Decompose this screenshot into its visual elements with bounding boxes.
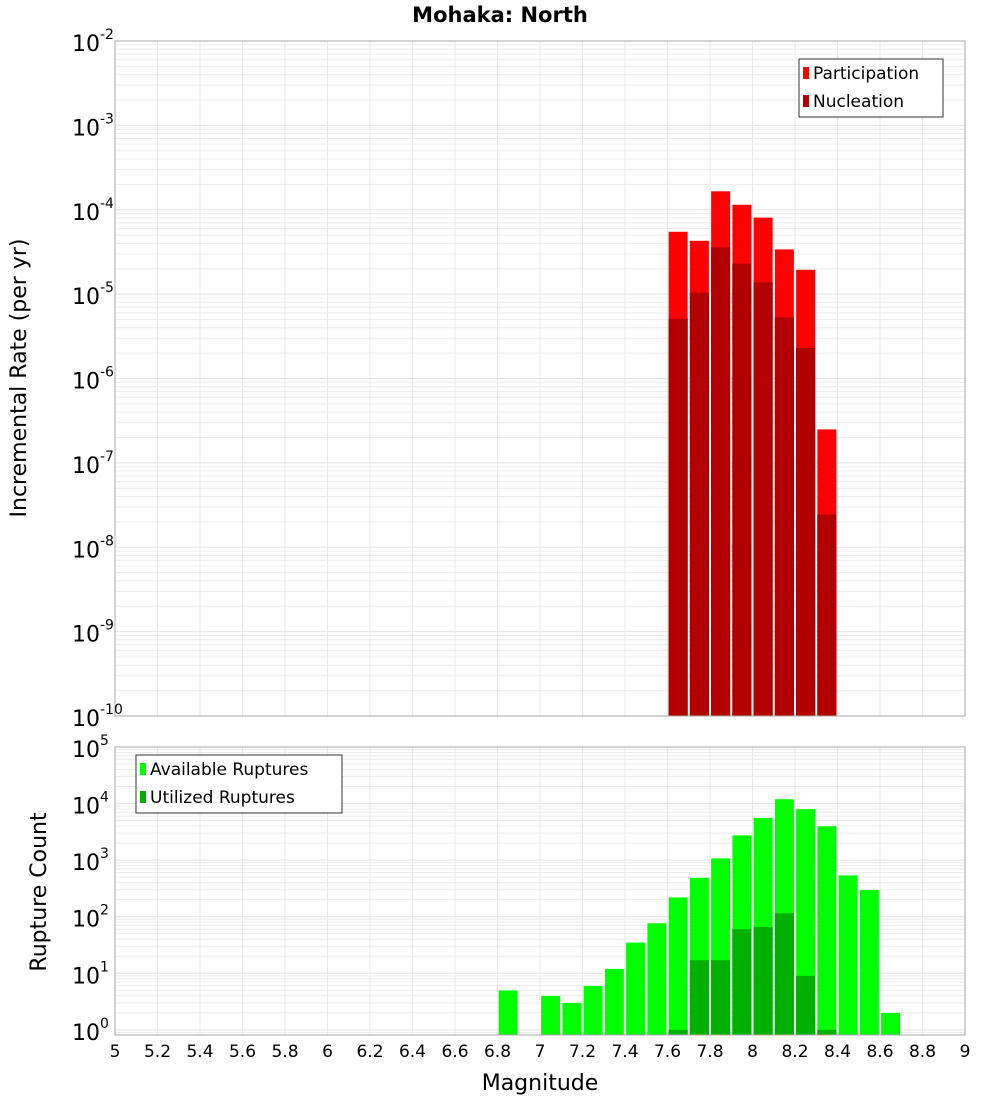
x-tick-label: 9 (960, 1042, 971, 1062)
x-tick-label: 6.8 (484, 1042, 511, 1062)
chart-title: Mohaka: North (412, 3, 588, 27)
bar-available-ruptures (604, 968, 625, 1036)
x-tick-label: 6 (322, 1042, 333, 1062)
legend-swatch (803, 95, 809, 107)
rupture-count-plot: 100 101 102 103 104 105 5 5.2 5.4 5.6 5.8 6 6.2 6.4 6.… (72, 733, 970, 1062)
bar-available-ruptures (498, 990, 518, 1036)
y-tick-label: 10-6 (72, 365, 114, 395)
bar-utilized-ruptures (796, 975, 816, 1035)
x-tick-label: 8.2 (781, 1042, 808, 1062)
y-tick-label: 10-8 (72, 533, 114, 563)
bar-available-ruptures (668, 897, 688, 1036)
bar-utilized-ruptures (753, 926, 773, 1035)
bar-available-ruptures (562, 1002, 582, 1036)
top-y-axis-label: Incremental Rate (per yr) (7, 239, 32, 518)
bar-available-ruptures (625, 942, 646, 1036)
bar-nucleation (753, 282, 773, 716)
bar-nucleation (796, 347, 816, 716)
bar-available-ruptures (880, 1012, 901, 1036)
bar-nucleation (817, 514, 837, 716)
legend: Available Ruptures Utilized Ruptures (135, 754, 343, 814)
y-tick-label: 104 (72, 790, 109, 820)
y-tick-label: 103 (72, 846, 109, 876)
legend-swatch (140, 791, 146, 803)
bar-utilized-ruptures (817, 1029, 837, 1035)
y-tick-label: 101 (72, 959, 109, 989)
x-tick-label: 7.6 (654, 1042, 681, 1062)
bar-available-ruptures (817, 825, 837, 1036)
x-tick-label: 8.4 (824, 1042, 851, 1062)
y-tick-label: 102 (72, 903, 109, 933)
bar-nucleation (732, 263, 752, 716)
x-tick-label: 7.8 (696, 1042, 723, 1062)
y-tick-label: 10-3 (72, 111, 114, 141)
bar-utilized-ruptures (711, 960, 731, 1035)
bar-nucleation (774, 317, 794, 716)
plot-border (114, 746, 966, 1036)
y-tick-label: 10-2 (72, 27, 114, 57)
x-tick-label: 5.6 (229, 1042, 256, 1062)
y-tick-label: 105 (72, 733, 109, 763)
x-tick-label: 5 (110, 1042, 121, 1062)
y-tick-label: 10-5 (72, 280, 114, 310)
legend-swatch (140, 763, 146, 775)
legend-label: Nucleation (813, 92, 904, 112)
legend-label: Participation (813, 64, 919, 84)
legend-box (135, 754, 343, 814)
y-tick-label: 10-9 (72, 618, 114, 648)
bar-available-ruptures (540, 995, 561, 1036)
x-tick-label: 7.2 (569, 1042, 596, 1062)
x-axis-label: Magnitude (482, 1071, 599, 1096)
x-tick-label: 8 (747, 1042, 758, 1062)
x-tick-label: 6.4 (399, 1042, 426, 1062)
legend-swatch (803, 67, 809, 79)
x-tick-label: 8.6 (866, 1042, 893, 1062)
x-tick-label: 5.4 (186, 1042, 213, 1062)
x-tick-label: 8.8 (909, 1042, 936, 1062)
x-tick-label: 6.2 (356, 1042, 383, 1062)
x-tick-label: 7.4 (611, 1042, 638, 1062)
legend: Participation Nucleation (798, 58, 944, 118)
rate-plot: 10-10 10-9 10-8 10-7 10-6 10-5 10-4 10-3 10-2 Par… (72, 27, 966, 732)
bar-nucleation (711, 247, 731, 716)
x-tick-label: 5.8 (271, 1042, 298, 1062)
y-tick-label: 10-10 (72, 702, 123, 732)
bar-nucleation (668, 318, 688, 716)
x-tick-label: 5.2 (144, 1042, 171, 1062)
bar-utilized-ruptures (689, 960, 709, 1035)
bar-available-ruptures (583, 985, 603, 1036)
y-tick-label: 10-7 (72, 449, 114, 479)
y-tick-label: 100 (72, 1016, 109, 1046)
plot-border (114, 40, 966, 717)
y-tick-label: 10-4 (72, 196, 114, 226)
legend-label: Available Ruptures (150, 760, 308, 780)
bar-utilized-ruptures (732, 929, 752, 1035)
bar-available-ruptures (859, 889, 880, 1036)
legend-label: Utilized Ruptures (150, 788, 295, 808)
bottom-y-axis-label: Rupture Count (27, 812, 52, 972)
bar-available-ruptures (647, 922, 667, 1036)
x-tick-label: 6.6 (441, 1042, 468, 1062)
legend-box (798, 58, 944, 118)
bar-nucleation (689, 292, 709, 716)
x-tick-label: 7 (535, 1042, 546, 1062)
bar-available-ruptures (838, 875, 858, 1036)
bar-utilized-ruptures (668, 1029, 688, 1035)
bar-utilized-ruptures (774, 913, 794, 1035)
